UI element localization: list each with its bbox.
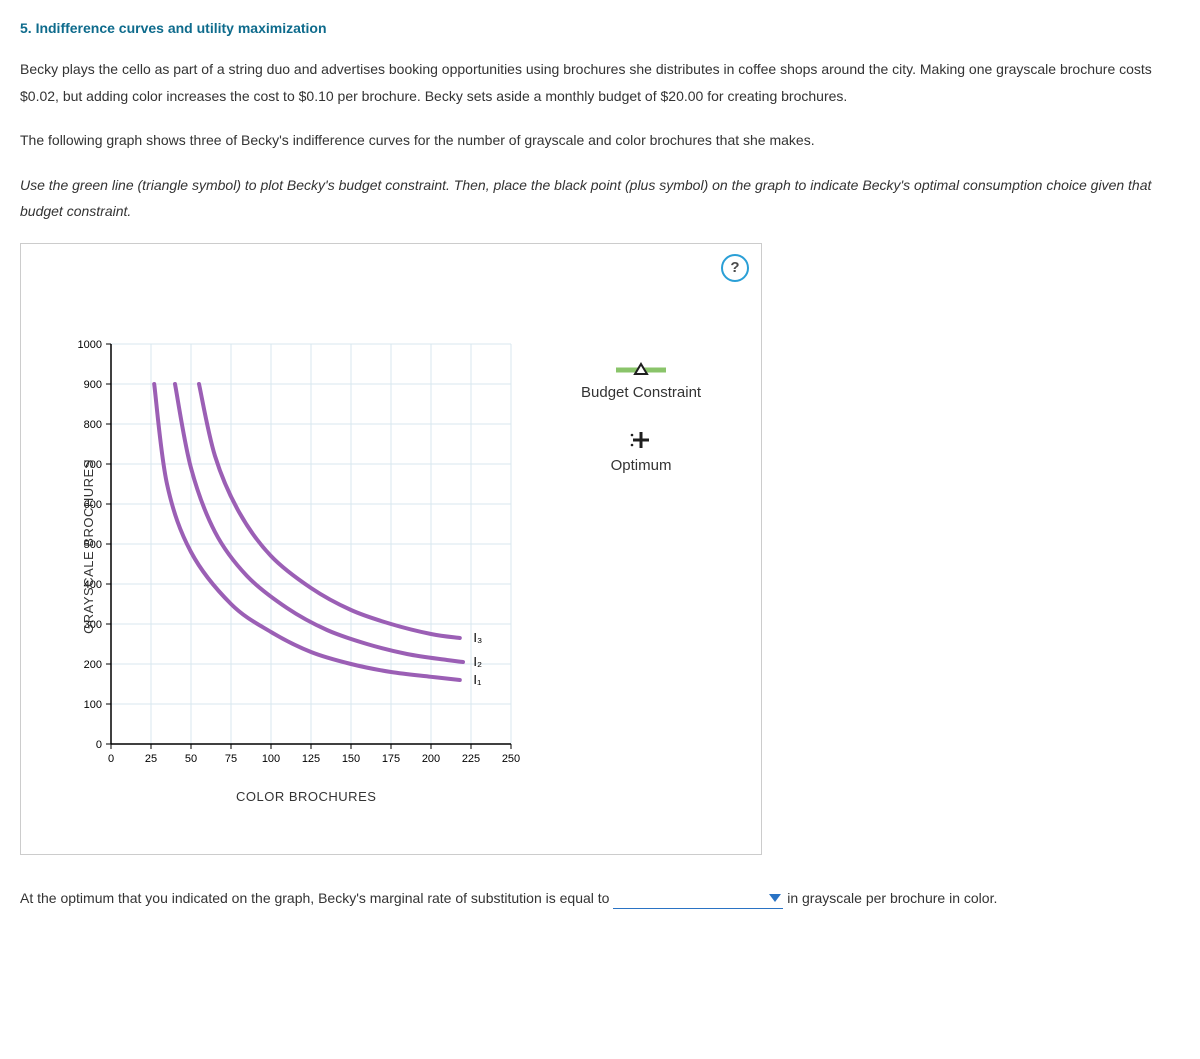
svg-text:0: 0 xyxy=(96,739,102,751)
legend-budget-constraint[interactable]: Budget Constraint xyxy=(581,362,701,401)
mrs-dropdown[interactable] xyxy=(613,890,783,909)
legend-optimum-label: Optimum xyxy=(581,457,701,474)
paragraph-context-2: The following graph shows three of Becky… xyxy=(20,127,1180,154)
instructions: Use the green line (triangle symbol) to … xyxy=(20,172,1180,225)
svg-text:I₃: I₃ xyxy=(473,630,482,645)
graph-container: ? GRAYSCALE BROCHURES 0 25 50 75 100 125 150 17… xyxy=(20,243,762,855)
svg-text:150: 150 xyxy=(342,753,360,765)
help-button[interactable]: ? xyxy=(721,254,749,282)
triangle-line-icon xyxy=(581,362,701,378)
footer-text-after: in grayscale per brochure in color. xyxy=(787,890,997,906)
footer-text-before: At the optimum that you indicated on the… xyxy=(20,890,613,906)
x-axis-label: COLOR BROCHURES xyxy=(236,789,376,804)
svg-text:I₁: I₁ xyxy=(473,672,482,687)
svg-text:25: 25 xyxy=(145,753,157,765)
svg-text:225: 225 xyxy=(462,753,480,765)
chart[interactable]: GRAYSCALE BROCHURES 0 25 50 75 100 125 150 175 2… xyxy=(51,334,531,797)
legend-budget-label: Budget Constraint xyxy=(581,384,701,401)
paragraph-context-1: Becky plays the cello as part of a strin… xyxy=(20,56,1180,109)
legend: Budget Constraint Optimum xyxy=(581,362,701,502)
chart-svg[interactable]: 0255075100125150175200225250010020030040… xyxy=(51,334,531,794)
legend-optimum[interactable]: Optimum xyxy=(581,429,701,474)
svg-text:75: 75 xyxy=(225,753,237,765)
svg-text:0: 0 xyxy=(108,753,114,765)
svg-text:I₂: I₂ xyxy=(473,654,482,669)
question-heading: 5. Indifference curves and utility maxim… xyxy=(20,20,1180,36)
plus-icon xyxy=(581,429,701,451)
svg-text:900: 900 xyxy=(84,379,102,391)
svg-text:125: 125 xyxy=(302,753,320,765)
svg-text:800: 800 xyxy=(84,419,102,431)
svg-text:1000: 1000 xyxy=(78,339,102,351)
svg-text:100: 100 xyxy=(262,753,280,765)
svg-text:100: 100 xyxy=(84,699,102,711)
footer-question: At the optimum that you indicated on the… xyxy=(20,885,1180,912)
svg-text:250: 250 xyxy=(502,753,520,765)
svg-text:50: 50 xyxy=(185,753,197,765)
y-axis-label: GRAYSCALE BROCHURES xyxy=(81,459,96,634)
svg-text:200: 200 xyxy=(84,659,102,671)
svg-text:175: 175 xyxy=(382,753,400,765)
svg-text:200: 200 xyxy=(422,753,440,765)
